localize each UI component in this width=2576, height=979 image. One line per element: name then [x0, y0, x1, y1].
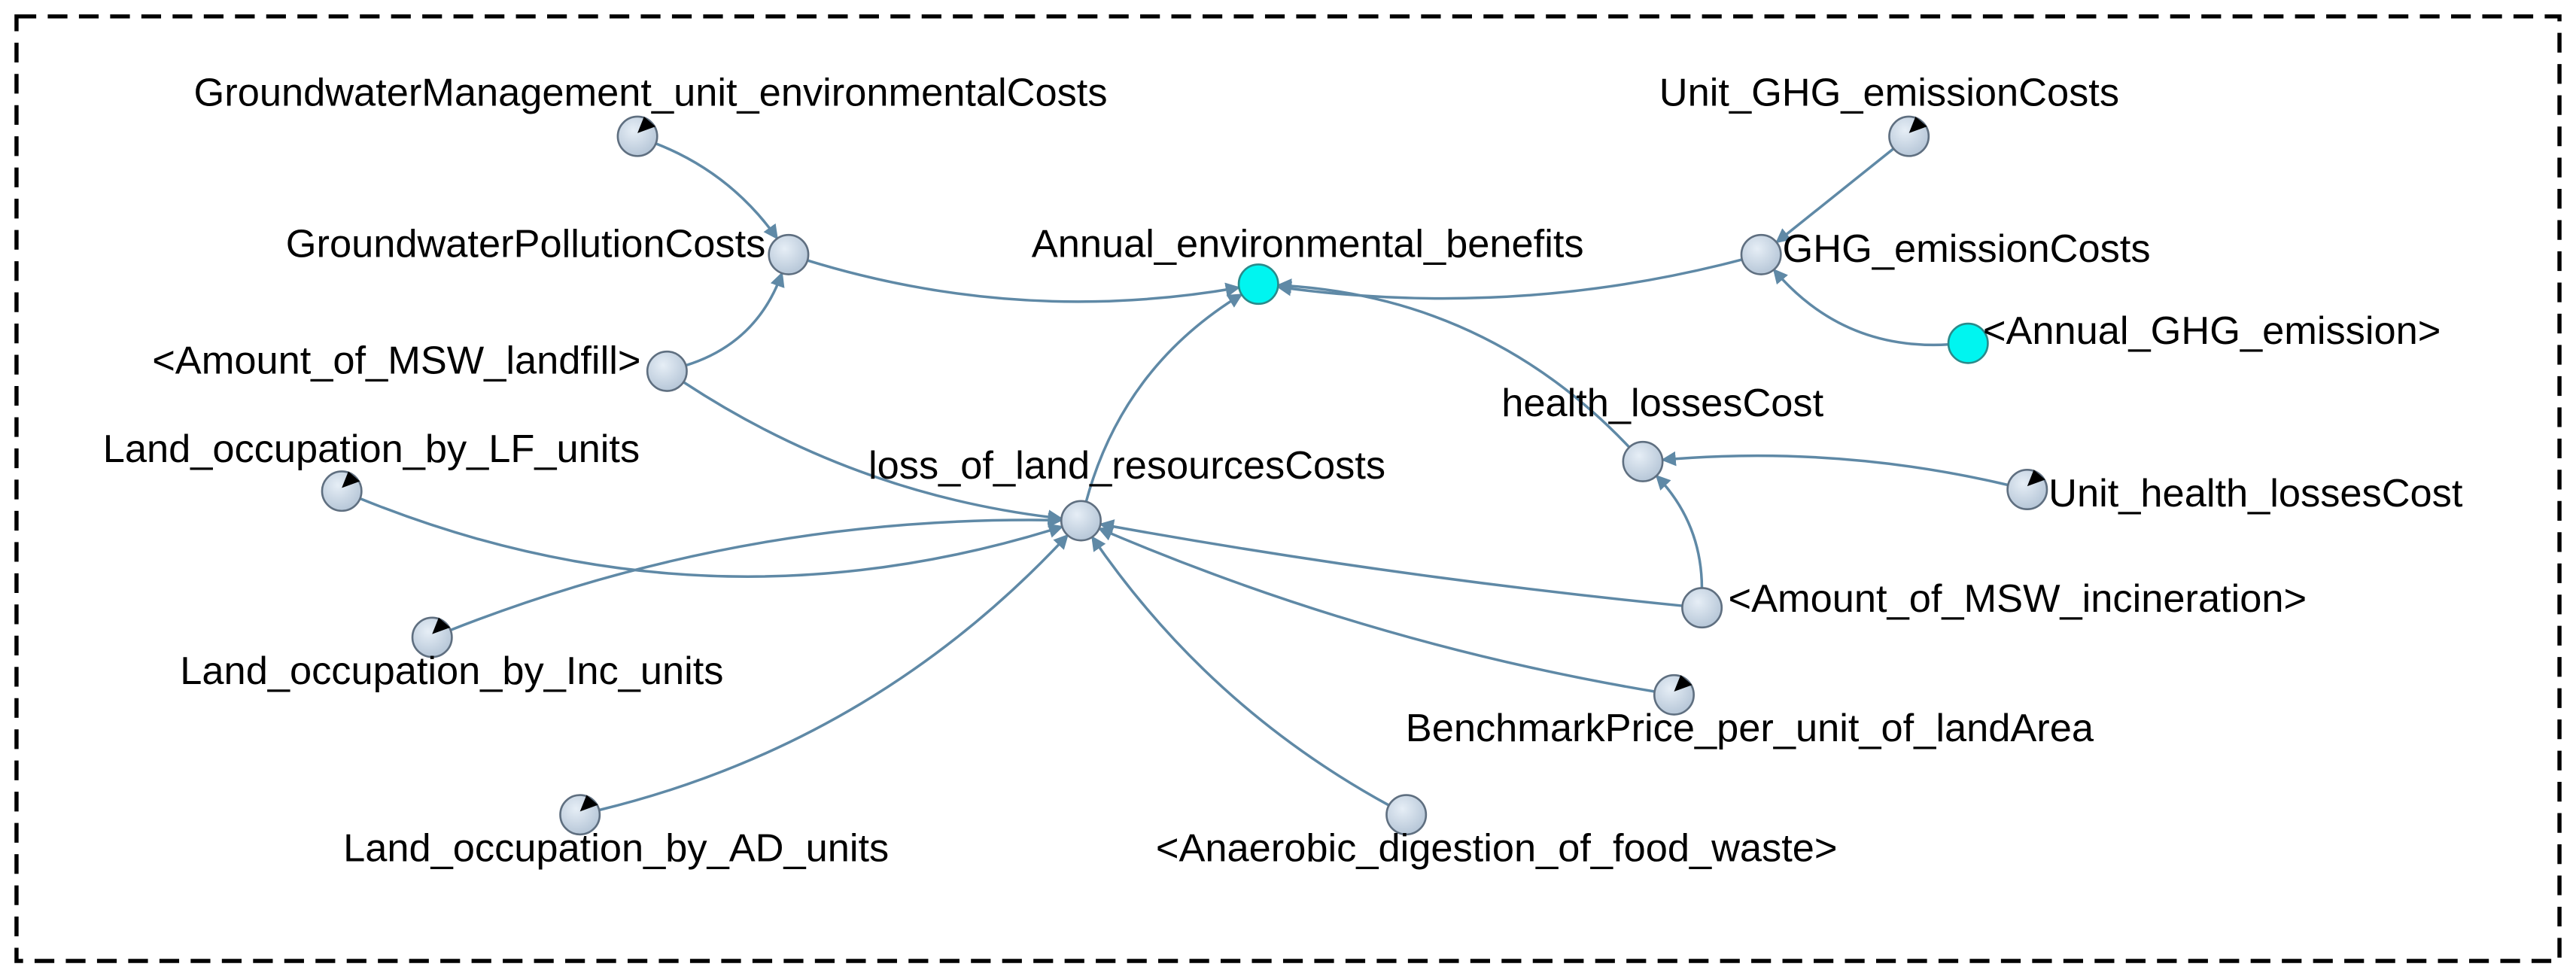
node-label: loss_of_land_resourcesCosts [868, 444, 1385, 488]
node-label: Unit_GHG_emissionCosts [1659, 71, 2119, 114]
link [449, 512, 1063, 631]
constant-marker [637, 116, 656, 133]
node [768, 233, 810, 275]
node-label: GroundwaterPollutionCosts [286, 222, 766, 266]
constant-marker [432, 617, 451, 634]
node [1681, 587, 1723, 629]
node-label: <Annual_GHG_emission> [1983, 309, 2441, 353]
boundary [14, 14, 2562, 963]
link [683, 381, 1063, 524]
link [1276, 258, 1743, 300]
link [655, 142, 779, 240]
node [1622, 440, 1664, 482]
node [1237, 263, 1279, 306]
link [685, 272, 785, 367]
node [646, 350, 688, 392]
node-label: GHG_emissionCosts [1783, 227, 2151, 271]
node-label: GroundwaterManagement_unit_environmental… [194, 71, 1108, 114]
node [616, 115, 658, 157]
node [1385, 794, 1428, 836]
node [1740, 233, 1782, 275]
constant-marker [1674, 675, 1692, 692]
link [1655, 474, 1704, 588]
link [807, 259, 1241, 303]
node [1060, 500, 1102, 542]
node-label: Annual_environmental_benefits [1032, 222, 1584, 266]
node-label: <Amount_of_MSW_landfill> [152, 339, 640, 382]
node-label: BenchmarkPrice_per_unit_of_landArea [1406, 707, 2094, 750]
link [1772, 268, 1949, 347]
link [1661, 451, 2009, 487]
link [1090, 535, 1390, 807]
node [2006, 468, 2048, 511]
node-label: Unit_health_lossesCost [2048, 472, 2463, 515]
link [1084, 293, 1243, 503]
link [1099, 519, 1683, 607]
constant-marker [2027, 470, 2045, 487]
link [598, 534, 1069, 812]
node-label: health_lossesCost [1501, 382, 1823, 425]
node-label: <Amount_of_MSW_incineration> [1729, 577, 2307, 621]
node-label: Land_occupation_by_LF_units [103, 427, 640, 471]
node-label: <Anaerobic_digestion_of_food_waste> [1156, 827, 1838, 871]
node-label: Land_occupation_by_AD_units [343, 827, 889, 871]
node-label: Land_occupation_by_Inc_units [180, 649, 723, 693]
constant-marker [1908, 116, 1927, 133]
link [1775, 147, 1895, 244]
link [1276, 278, 1631, 448]
node [321, 470, 363, 512]
constant-marker [342, 471, 360, 488]
link [359, 497, 1064, 578]
link [1097, 527, 1655, 693]
node [1888, 115, 1930, 157]
constant-marker [579, 795, 598, 812]
node [1947, 322, 1989, 364]
